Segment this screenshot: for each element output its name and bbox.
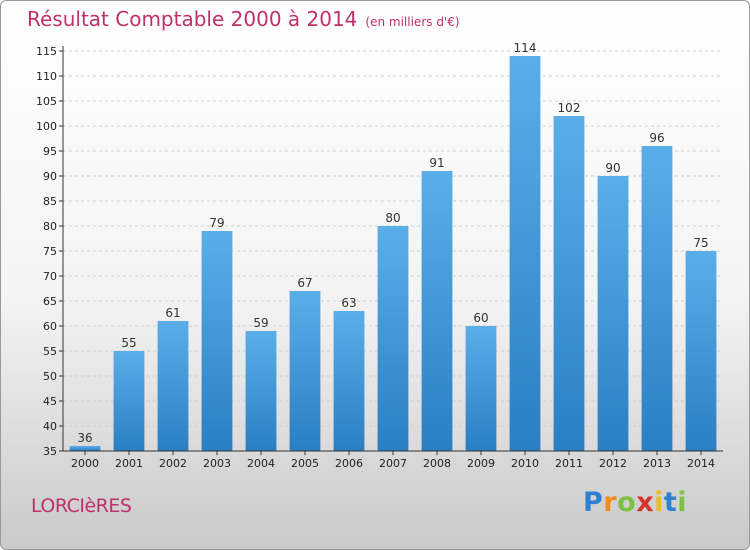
logo-letter: x: [636, 487, 655, 518]
x-tick-label: 2006: [335, 457, 363, 470]
bar: [245, 331, 277, 451]
bar-value-label: 80: [385, 211, 400, 225]
bar-value-label: 60: [473, 311, 488, 325]
y-tick-label: 115: [36, 45, 57, 58]
bar-value-label: 67: [297, 276, 312, 290]
x-tick-label: 2008: [423, 457, 451, 470]
bar: [685, 251, 717, 451]
logo-letter: t: [663, 487, 678, 518]
bar-value-label: 79: [209, 216, 224, 230]
y-tick-label: 40: [43, 420, 57, 433]
bar: [597, 176, 629, 451]
bar-value-label: 91: [429, 156, 444, 170]
y-tick-label: 50: [43, 370, 57, 383]
y-tick-label: 70: [43, 270, 57, 283]
y-tick-label: 65: [43, 295, 57, 308]
x-tick-label: 2013: [643, 457, 671, 470]
bar-value-label: 59: [253, 316, 268, 330]
bar-value-label: 75: [693, 236, 708, 250]
y-tick-label: 90: [43, 170, 57, 183]
x-tick-label: 2012: [599, 457, 627, 470]
y-tick-label: 55: [43, 345, 57, 358]
bar-value-label: 90: [605, 161, 620, 175]
y-tick-label: 85: [43, 195, 57, 208]
y-tick-label: 80: [43, 220, 57, 233]
bar: [377, 226, 409, 451]
x-tick-label: 2010: [511, 457, 539, 470]
bar: [553, 116, 585, 451]
bar-value-label: 61: [165, 306, 180, 320]
bar: [509, 56, 541, 451]
chart-title-text: Résultat Comptable 2000 à 2014: [27, 7, 358, 31]
logo-letter: i: [677, 487, 688, 518]
x-tick-label: 2001: [115, 457, 143, 470]
bar-value-label: 96: [649, 131, 664, 145]
bar-value-label: 55: [121, 336, 136, 350]
bar-value-label: 102: [558, 101, 581, 115]
bar: [641, 146, 673, 451]
y-tick-label: 100: [36, 120, 57, 133]
x-tick-label: 2004: [247, 457, 275, 470]
y-tick-label: 110: [36, 70, 57, 83]
bar: [465, 326, 497, 451]
bar-value-label: 114: [514, 41, 537, 55]
x-tick-label: 2003: [203, 457, 231, 470]
y-tick-label: 105: [36, 95, 57, 108]
logo-letter: r: [603, 487, 618, 518]
chart-title: Résultat Comptable 2000 à 2014 (en millie…: [27, 7, 460, 31]
bar-value-label: 63: [341, 296, 356, 310]
x-tick-label: 2005: [291, 457, 319, 470]
y-tick-label: 45: [43, 395, 57, 408]
bar-value-label: 36: [77, 431, 92, 445]
bar: [333, 311, 365, 451]
chart-subtitle: (en milliers d'€): [365, 15, 460, 29]
commune-name: LORCIèRES: [31, 495, 132, 517]
x-tick-label: 2007: [379, 457, 407, 470]
logo-letter: P: [583, 487, 604, 518]
y-tick-label: 35: [43, 445, 57, 458]
axes: 35 40 45 50 55 60 65 70 75 80 85 90 95 100 105 110 115 20…: [36, 45, 723, 470]
x-tick-label: 2002: [159, 457, 187, 470]
logo-letter: i: [654, 487, 664, 518]
x-tick-label: 2011: [555, 457, 583, 470]
y-tick-label: 60: [43, 320, 57, 333]
y-tick-label: 75: [43, 245, 57, 258]
bar: [201, 231, 233, 451]
proxiti-logo: Proxiti: [583, 487, 687, 518]
y-tick-label: 95: [43, 145, 57, 158]
x-tick-label: 2000: [71, 457, 99, 470]
bars: 36 55 61 79 59 67 63 80 91 60 114 102 90 96 75: [69, 41, 717, 451]
bar: [113, 351, 145, 451]
x-tick-label: 2009: [467, 457, 495, 470]
bar: [421, 171, 453, 451]
bar: [69, 446, 101, 451]
x-tick-label: 2014: [687, 457, 715, 470]
bar: [157, 321, 189, 451]
bar: [289, 291, 321, 451]
logo-letter: o: [617, 487, 637, 518]
